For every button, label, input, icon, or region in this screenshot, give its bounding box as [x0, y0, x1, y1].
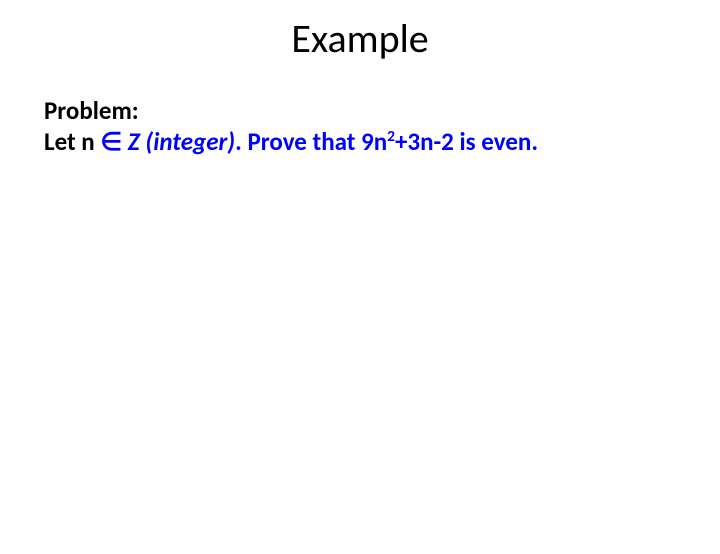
period-prove: . Prove that 9n: [235, 126, 387, 157]
let-text: Let n: [44, 126, 100, 157]
problem-statement: Let n ∈ Z (integer). Prove that 9n2+3n-2…: [44, 126, 676, 158]
exponent: 2: [387, 127, 395, 146]
problem-label: Problem:: [44, 95, 676, 126]
slide-title: Example: [0, 14, 720, 63]
rest-expression: +3n-2 is even.: [395, 126, 538, 157]
slide-content: Problem: Let n ∈ Z (integer). Prove that…: [0, 95, 720, 158]
z-integer: Z (integer): [122, 126, 235, 157]
element-of-symbol: ∈: [100, 129, 122, 156]
